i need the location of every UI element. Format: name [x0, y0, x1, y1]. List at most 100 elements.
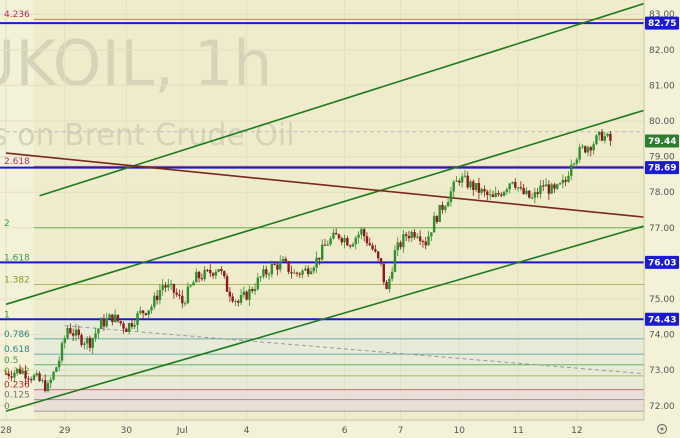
candle-body — [483, 188, 486, 192]
candle-body — [323, 244, 327, 246]
candle-body — [105, 318, 108, 327]
candle-body — [396, 242, 399, 251]
candle-body — [379, 258, 383, 264]
candle-body — [4, 373, 8, 375]
candle-body — [284, 258, 288, 262]
candle-body — [228, 291, 232, 297]
candle-body — [83, 343, 86, 345]
candle-body — [500, 194, 503, 196]
candle-body — [52, 371, 55, 380]
candle-body — [192, 282, 195, 286]
candle-body — [136, 313, 139, 326]
candle-body — [186, 286, 190, 304]
price-label-text: 82.75 — [648, 19, 676, 29]
candle-body — [24, 370, 27, 379]
candle-body — [494, 193, 497, 197]
candle-body — [508, 183, 511, 190]
candle-body — [32, 375, 36, 380]
candle-body — [390, 271, 394, 279]
candle-body — [346, 238, 349, 246]
candle-body — [102, 318, 106, 327]
candle-body — [298, 273, 302, 275]
candle-body — [234, 300, 237, 302]
x-tick-label: 4 — [244, 426, 250, 436]
candle-body — [488, 194, 492, 196]
candle-body — [528, 190, 531, 198]
fib-level-label: 0 — [4, 402, 10, 412]
candle-body — [66, 328, 69, 339]
candle-body — [522, 187, 525, 194]
candle-body — [469, 181, 472, 188]
candle-body — [514, 181, 517, 188]
candle-body — [432, 216, 436, 233]
candle-body — [85, 337, 89, 344]
candle-body — [63, 338, 66, 344]
candle-body — [581, 146, 584, 148]
candle-body — [486, 191, 489, 195]
candle-body — [516, 187, 520, 189]
candle-body — [175, 292, 178, 295]
candle-body — [472, 181, 475, 190]
candle-body — [158, 290, 162, 301]
candle-body — [354, 237, 357, 245]
fib-level-label: 2 — [4, 219, 10, 229]
candle-body — [427, 236, 430, 246]
candle-body — [13, 372, 16, 378]
candle-body — [321, 244, 324, 260]
candle-body — [374, 249, 377, 252]
candle-body — [130, 323, 134, 327]
x-tick-label: 6 — [342, 426, 348, 436]
candle-body — [71, 333, 75, 336]
candle-body — [231, 296, 234, 302]
candle-body — [239, 295, 243, 303]
candle-body — [586, 147, 590, 153]
candle-body — [368, 243, 371, 246]
candle-body — [536, 192, 539, 195]
candle-body — [603, 136, 607, 141]
price-label-text: 76.03 — [648, 258, 676, 268]
candle-body — [385, 282, 388, 290]
candle-body — [307, 268, 310, 275]
candle-body — [410, 232, 413, 239]
candle-body — [69, 328, 72, 334]
candle-body — [480, 188, 483, 193]
watermark-description: s on Brent Crude Oil — [0, 118, 295, 153]
candle-body — [533, 192, 537, 198]
candle-body — [572, 163, 576, 165]
candle-body — [382, 263, 385, 283]
candle-body — [276, 264, 279, 270]
candle-body — [340, 238, 343, 243]
candle-body — [169, 283, 173, 285]
candle-body — [209, 269, 212, 274]
x-tick-label: 11 — [512, 426, 523, 436]
candle-body — [150, 306, 153, 311]
candle-body — [256, 277, 260, 289]
candle-body — [556, 184, 559, 189]
candle-body — [553, 184, 556, 189]
fib-level-label: 0.236 — [4, 381, 30, 391]
candle-body — [144, 313, 148, 315]
y-tick-label: 78.00 — [649, 188, 675, 198]
candle-body — [357, 234, 360, 238]
price-label-box — [645, 255, 679, 269]
y-tick-label: 79.00 — [649, 153, 675, 163]
y-axis-panel — [644, 0, 680, 438]
candle-body — [301, 270, 304, 275]
candle-body — [46, 383, 50, 392]
candle-body — [315, 257, 318, 268]
fib-level-label: 2.618 — [4, 157, 30, 167]
candle-body — [29, 379, 33, 381]
settings-gear-icon[interactable] — [656, 423, 668, 435]
candle-body — [225, 276, 229, 292]
candle-body — [542, 185, 545, 187]
x-tick-label: 12 — [571, 426, 582, 436]
candle-body — [122, 323, 125, 329]
candle-body — [10, 376, 13, 378]
candle-body — [127, 323, 131, 332]
x-axis-panel — [0, 420, 680, 438]
y-tick-label: 75.00 — [649, 295, 675, 305]
candle-body — [38, 373, 41, 381]
candle-body — [60, 343, 64, 361]
candle-body — [326, 244, 329, 246]
candle-body — [589, 147, 593, 151]
